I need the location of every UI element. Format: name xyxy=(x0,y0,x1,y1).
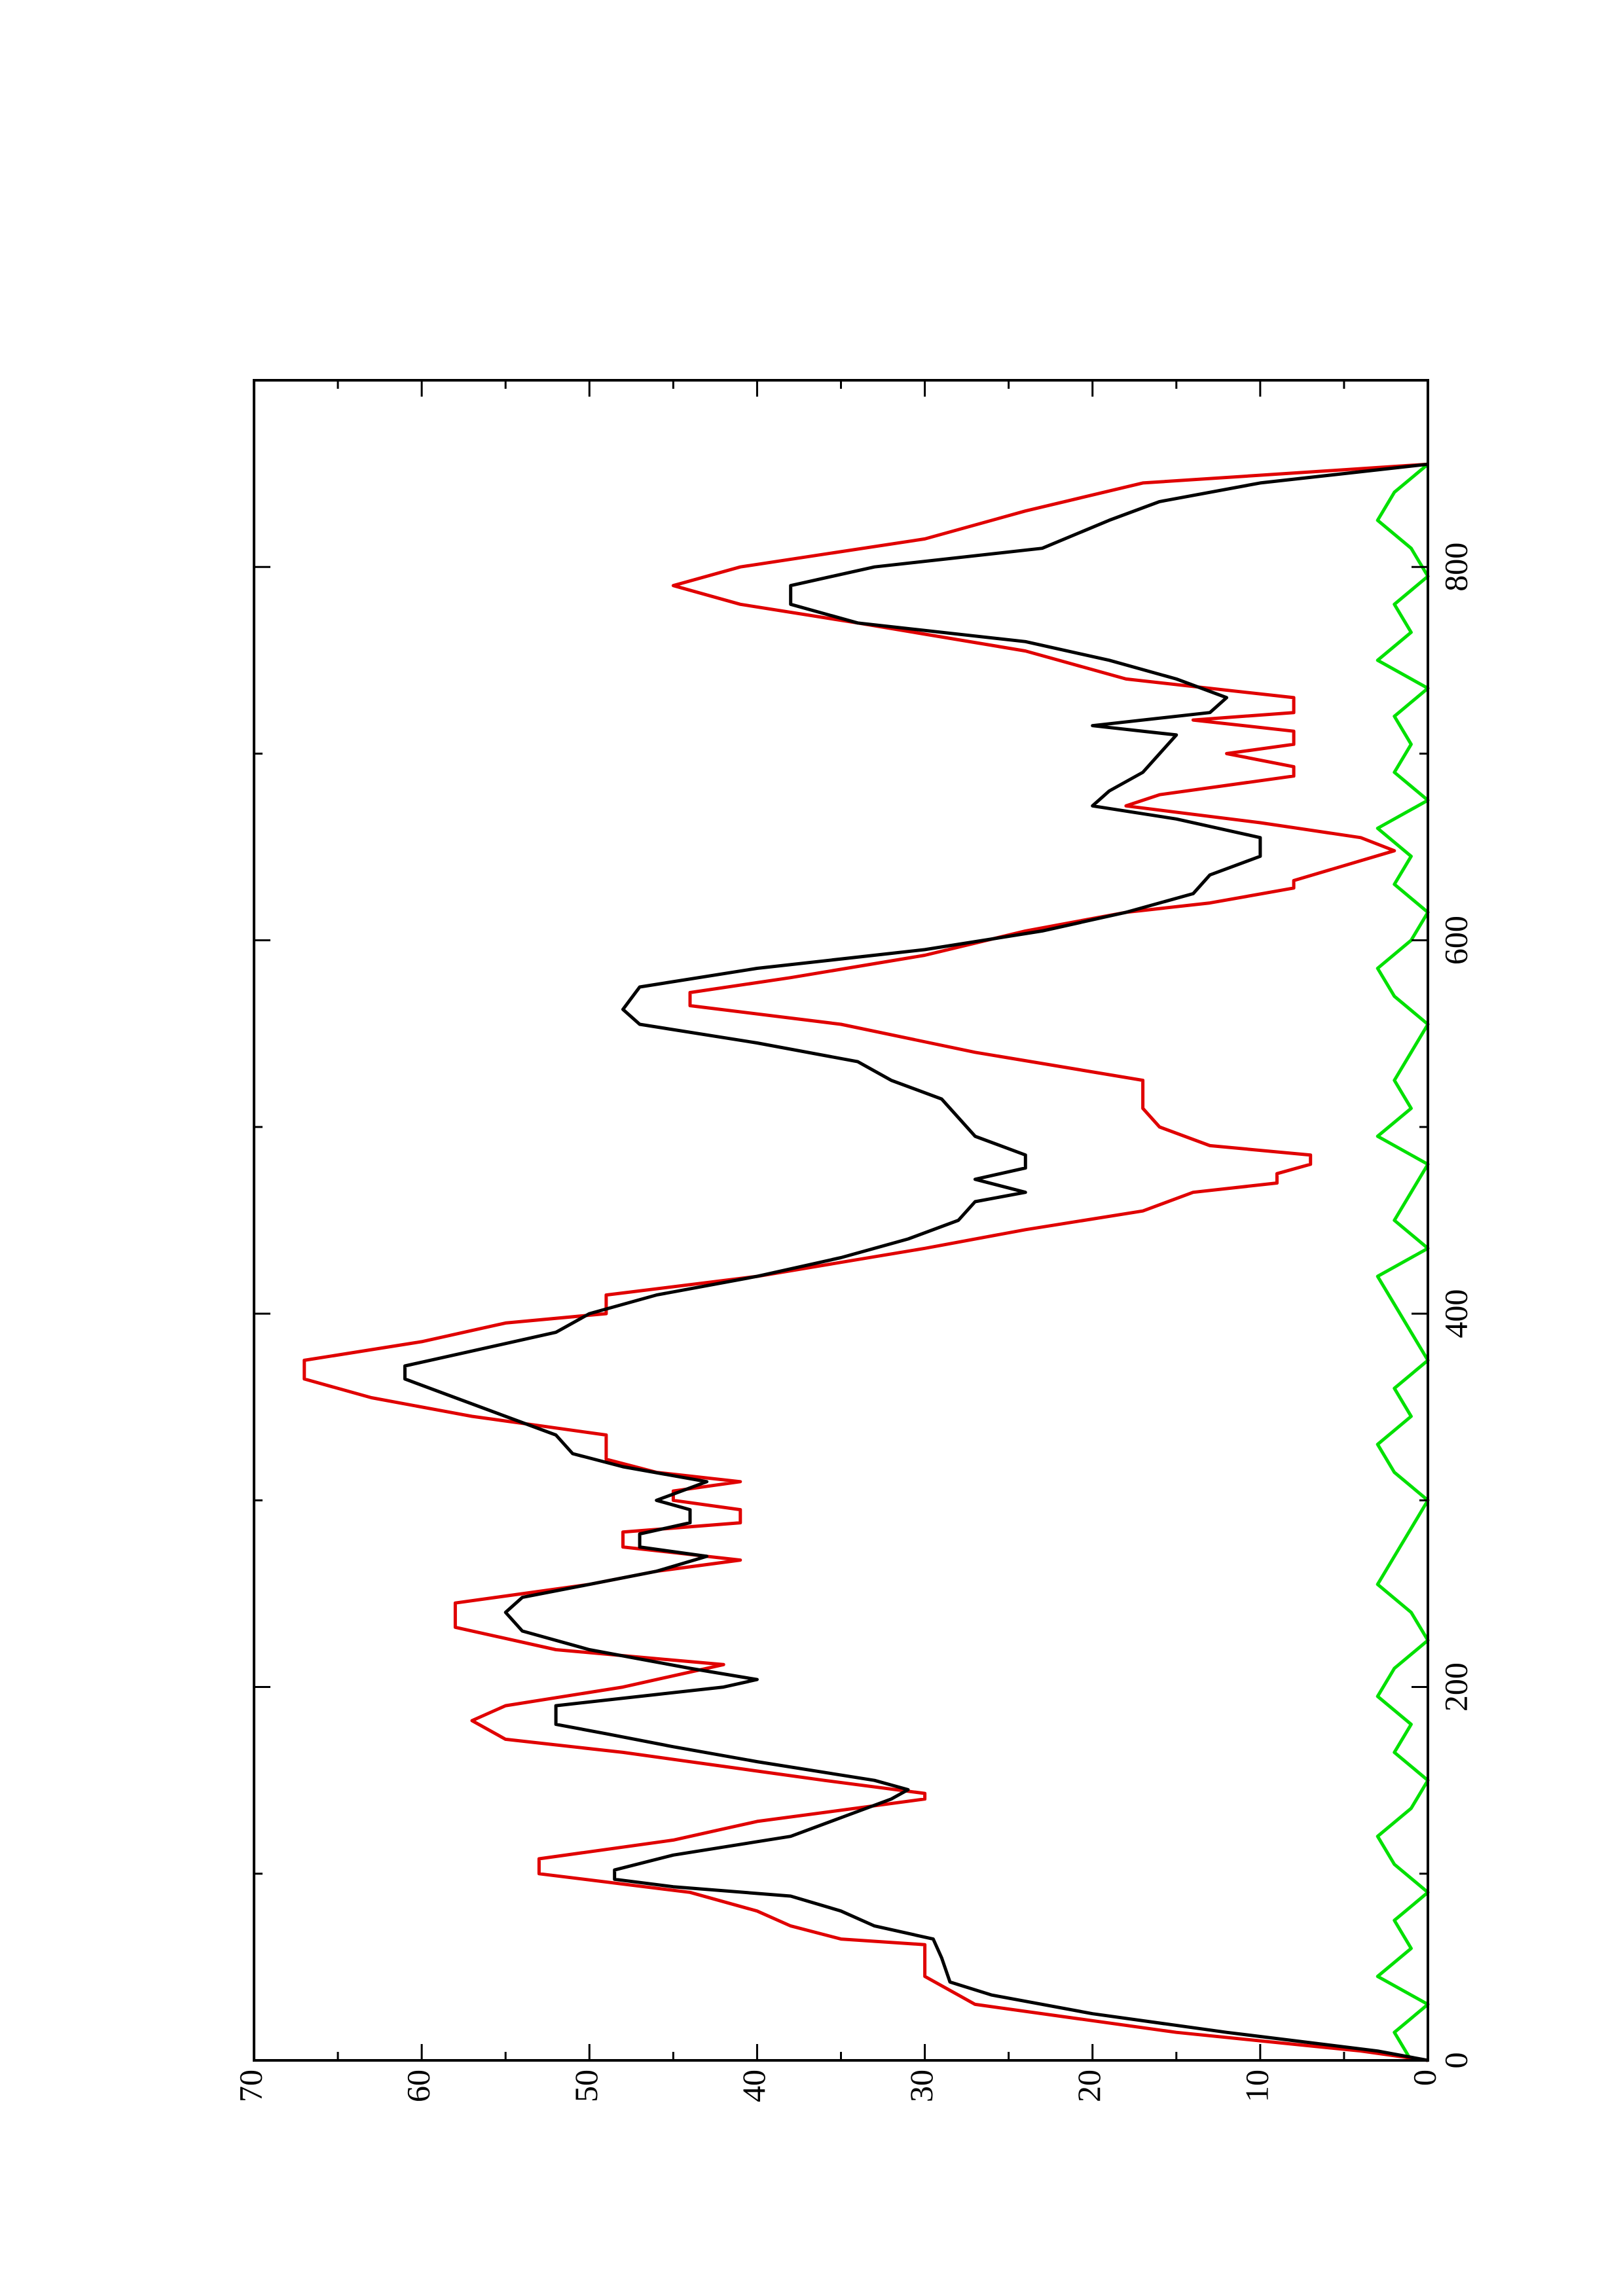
y-tick-label: 70 xyxy=(232,2070,268,2102)
x-tick-label: 600 xyxy=(1437,916,1474,965)
x-tick-label: 200 xyxy=(1437,1662,1474,1712)
data-line xyxy=(302,462,1429,2062)
y-tick-label: 10 xyxy=(1238,2070,1275,2102)
y-tick-label: 30 xyxy=(903,2070,939,2102)
data-line xyxy=(403,462,1429,2062)
y-tick-label: 60 xyxy=(400,2070,437,2102)
x-tick-label: 0 xyxy=(1437,2053,1474,2069)
y-tick-label: 50 xyxy=(568,2070,604,2102)
plot-area: 0 200 400 600 800 0 10 20 30 40 50 60 70 xyxy=(232,379,1474,2102)
data-line xyxy=(1376,463,1430,2062)
x-tick-label: 800 xyxy=(1437,543,1474,592)
y-tick-label: 0 xyxy=(1406,2070,1442,2086)
y-tick-label: 40 xyxy=(735,2070,772,2102)
y-tick-label: 20 xyxy=(1070,2070,1107,2102)
x-tick-label: 400 xyxy=(1437,1289,1474,1338)
